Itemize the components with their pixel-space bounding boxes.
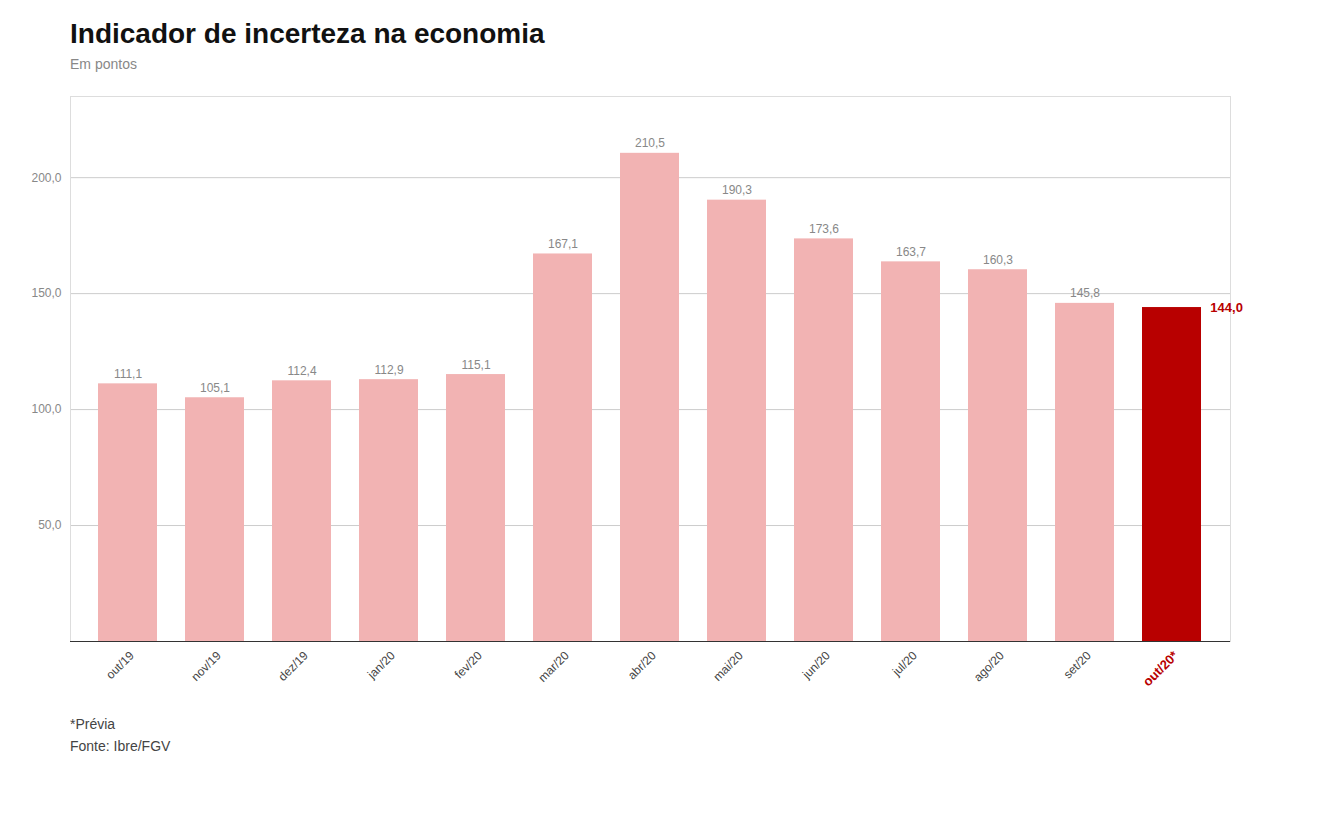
html-text:*Prévia: *Prévia <box>70 716 116 732</box>
svg-text:ago/20: ago/20 <box>971 648 1007 684</box>
svg-text:mai/20: mai/20 <box>710 648 746 684</box>
svg-text:150,0: 150,0 <box>31 286 61 300</box>
svg-text:173,6: 173,6 <box>809 222 839 236</box>
svg-text:fev/20: fev/20 <box>452 648 485 681</box>
svg-text:112,4: 112,4 <box>287 364 316 378</box>
svg-text:jul/20: jul/20 <box>889 648 920 679</box>
svg-text:abr/20: abr/20 <box>625 648 659 682</box>
svg-text:160,3: 160,3 <box>983 253 1013 267</box>
svg-text:dez/19: dez/19 <box>275 648 311 684</box>
svg-text:out/20*: out/20* <box>1140 647 1182 689</box>
svg-text:167,1: 167,1 <box>548 237 578 251</box>
svg-text:set/20: set/20 <box>1061 648 1094 681</box>
svg-text:out/19: out/19 <box>103 648 137 682</box>
html-text:Fonte: Ibre/FGV: Fonte: Ibre/FGV <box>70 738 171 754</box>
svg-text:111,1: 111,1 <box>114 367 143 381</box>
html-text:Indicador de incerteza na econ: Indicador de incerteza na economia <box>70 18 545 49</box>
svg-text:mar/20: mar/20 <box>536 648 573 685</box>
svg-text:144,0: 144,0 <box>1210 300 1243 315</box>
svg-text:210,5: 210,5 <box>635 136 665 150</box>
svg-text:105,1: 105,1 <box>200 381 230 395</box>
svg-text:145,8: 145,8 <box>1070 286 1100 300</box>
html-text:Em pontos: Em pontos <box>70 56 137 72</box>
svg-text:115,1: 115,1 <box>461 358 490 372</box>
svg-text:100,0: 100,0 <box>31 402 61 416</box>
svg-text:190,3: 190,3 <box>722 183 752 197</box>
svg-text:163,7: 163,7 <box>896 245 926 259</box>
svg-text:200,0: 200,0 <box>31 171 61 185</box>
svg-text:jan/20: jan/20 <box>364 648 398 682</box>
svg-text:nov/19: nov/19 <box>188 648 224 684</box>
svg-text:112,9: 112,9 <box>374 363 403 377</box>
svg-text:50,0: 50,0 <box>38 518 62 532</box>
svg-text:jun/20: jun/20 <box>799 648 833 682</box>
